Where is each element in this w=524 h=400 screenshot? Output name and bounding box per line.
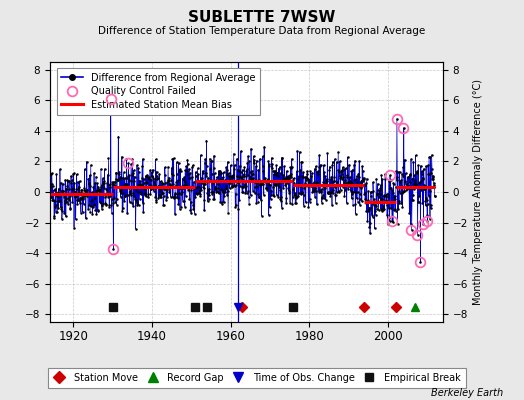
Legend: Station Move, Record Gap, Time of Obs. Change, Empirical Break: Station Move, Record Gap, Time of Obs. C… — [48, 368, 466, 388]
Text: Berkeley Earth: Berkeley Earth — [431, 388, 503, 398]
Legend: Difference from Regional Average, Quality Control Failed, Estimated Station Mean: Difference from Regional Average, Qualit… — [57, 68, 260, 115]
Y-axis label: Monthly Temperature Anomaly Difference (°C): Monthly Temperature Anomaly Difference (… — [473, 79, 484, 305]
Text: SUBLETTE 7WSW: SUBLETTE 7WSW — [188, 10, 336, 25]
Text: Difference of Station Temperature Data from Regional Average: Difference of Station Temperature Data f… — [99, 26, 425, 36]
